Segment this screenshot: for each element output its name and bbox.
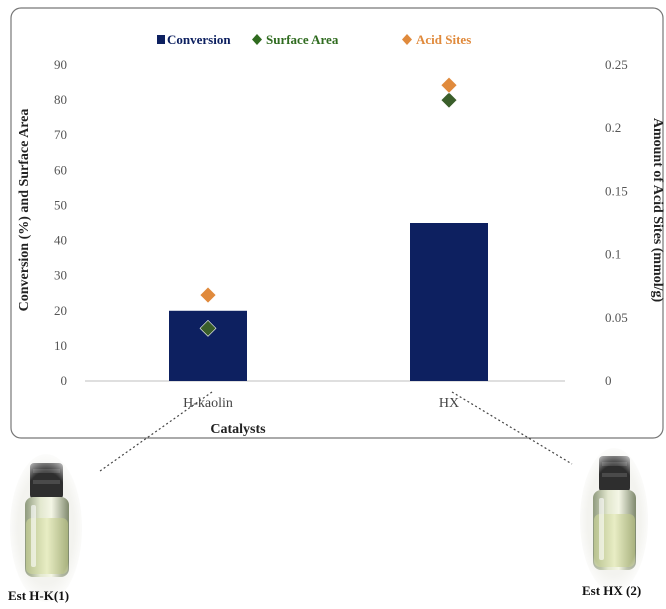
photo-label-2: Est HX (2) <box>582 583 642 598</box>
y2-tick-label: 0.2 <box>605 120 621 135</box>
legend-surface-area-label: Surface Area <box>266 32 339 47</box>
acid-sites-marker <box>440 76 458 94</box>
y-tick-label: 10 <box>54 338 67 353</box>
acid-sites-marker <box>199 286 217 304</box>
y2-axis-ticks: 0 0.05 0.1 0.15 0.2 0.25 <box>605 57 628 388</box>
leader-line-hx <box>451 391 573 465</box>
category-label: H-kaolin <box>183 396 233 411</box>
legend-acid-sites-label: Acid Sites <box>416 32 471 47</box>
y-axis-title: Conversion (%) and Surface Area <box>17 109 32 312</box>
conversion-bar <box>410 223 488 381</box>
category-label: HX <box>439 396 459 411</box>
chart-frame <box>10 7 664 439</box>
x-axis-title: Catalysts <box>210 422 266 437</box>
y-tick-label: 80 <box>54 92 67 107</box>
legend: Conversion Surface Area Acid Sites <box>157 32 471 47</box>
y2-tick-label: 0.05 <box>605 310 628 325</box>
y-tick-label: 70 <box>54 127 67 142</box>
surface-area-marker <box>199 319 217 337</box>
y-tick-label: 40 <box>54 233 67 248</box>
category-labels: H-kaolin HX <box>183 396 459 411</box>
y2-tick-label: 0.15 <box>605 183 628 198</box>
y-tick-label: 0 <box>61 373 68 388</box>
y2-tick-label: 0.1 <box>605 247 621 262</box>
y2-tick-label: 0 <box>605 373 612 388</box>
y2-axis-title: Amount of Acid Sites (mmol/g) <box>650 118 665 303</box>
y-tick-label: 60 <box>54 162 67 177</box>
legend-conversion-label: Conversion <box>167 32 231 47</box>
diamond-markers <box>199 76 458 337</box>
y-tick-label: 20 <box>54 303 67 318</box>
vial-photo-2 <box>576 442 652 598</box>
y-tick-label: 30 <box>54 268 67 283</box>
leader-line-hkaolin <box>99 391 213 472</box>
photo-label-1: Est H-K(1) <box>8 588 70 603</box>
legend-acid-sites-icon <box>402 34 412 45</box>
y-axis-ticks: 0 10 20 30 40 50 60 70 80 90 <box>54 57 67 388</box>
surface-area-marker <box>440 91 458 109</box>
vial-photo-1 <box>6 448 86 608</box>
y-tick-label: 50 <box>54 197 67 212</box>
legend-surface-area-icon <box>252 34 262 45</box>
y2-tick-label: 0.25 <box>605 57 628 72</box>
y-tick-label: 90 <box>54 57 67 72</box>
legend-conversion-swatch <box>157 35 165 44</box>
